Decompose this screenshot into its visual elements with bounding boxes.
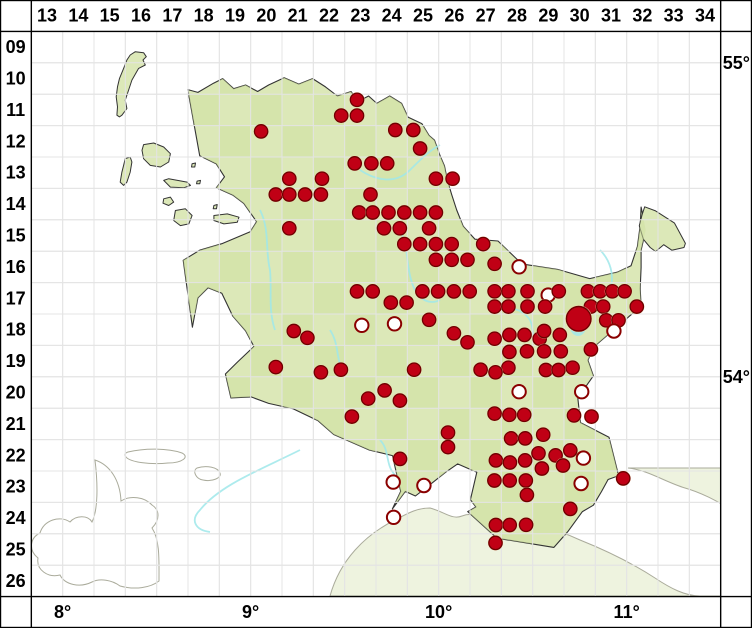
svg-text:20: 20 bbox=[256, 5, 276, 25]
svg-text:9°: 9° bbox=[242, 602, 259, 622]
svg-text:16: 16 bbox=[6, 257, 26, 277]
svg-text:8°: 8° bbox=[54, 602, 71, 622]
svg-text:19: 19 bbox=[6, 351, 26, 371]
svg-text:54°: 54° bbox=[723, 367, 750, 387]
svg-text:17: 17 bbox=[162, 5, 182, 25]
svg-text:21: 21 bbox=[6, 414, 26, 434]
svg-text:30: 30 bbox=[570, 5, 590, 25]
svg-text:14: 14 bbox=[6, 194, 26, 214]
svg-text:22: 22 bbox=[319, 5, 339, 25]
svg-text:23: 23 bbox=[6, 477, 26, 497]
svg-text:32: 32 bbox=[632, 5, 652, 25]
svg-text:24: 24 bbox=[6, 508, 26, 528]
svg-text:14: 14 bbox=[68, 5, 88, 25]
svg-text:25: 25 bbox=[413, 5, 433, 25]
svg-text:18: 18 bbox=[6, 320, 26, 340]
svg-text:17: 17 bbox=[6, 288, 26, 308]
svg-text:15: 15 bbox=[100, 5, 120, 25]
svg-text:12: 12 bbox=[6, 131, 26, 151]
svg-text:19: 19 bbox=[225, 5, 245, 25]
svg-text:29: 29 bbox=[538, 5, 558, 25]
svg-text:22: 22 bbox=[6, 445, 26, 465]
svg-text:27: 27 bbox=[476, 5, 496, 25]
svg-text:11: 11 bbox=[6, 100, 25, 120]
svg-text:21: 21 bbox=[288, 5, 308, 25]
svg-text:26: 26 bbox=[6, 571, 26, 591]
svg-text:33: 33 bbox=[664, 5, 684, 25]
svg-text:24: 24 bbox=[382, 5, 402, 25]
svg-text:55°: 55° bbox=[723, 53, 750, 73]
svg-text:13: 13 bbox=[37, 5, 57, 25]
svg-text:25: 25 bbox=[6, 540, 26, 560]
svg-text:26: 26 bbox=[444, 5, 464, 25]
svg-text:11°: 11° bbox=[614, 602, 640, 622]
svg-text:18: 18 bbox=[194, 5, 214, 25]
svg-text:28: 28 bbox=[507, 5, 527, 25]
svg-text:23: 23 bbox=[350, 5, 370, 25]
svg-text:15: 15 bbox=[6, 226, 26, 246]
svg-text:34: 34 bbox=[695, 5, 715, 25]
svg-text:09: 09 bbox=[6, 37, 26, 57]
svg-text:13: 13 bbox=[6, 163, 26, 183]
svg-text:20: 20 bbox=[6, 383, 26, 403]
svg-text:10: 10 bbox=[6, 69, 26, 89]
svg-text:16: 16 bbox=[131, 5, 151, 25]
svg-text:31: 31 bbox=[601, 5, 621, 25]
svg-text:10°: 10° bbox=[425, 602, 452, 622]
